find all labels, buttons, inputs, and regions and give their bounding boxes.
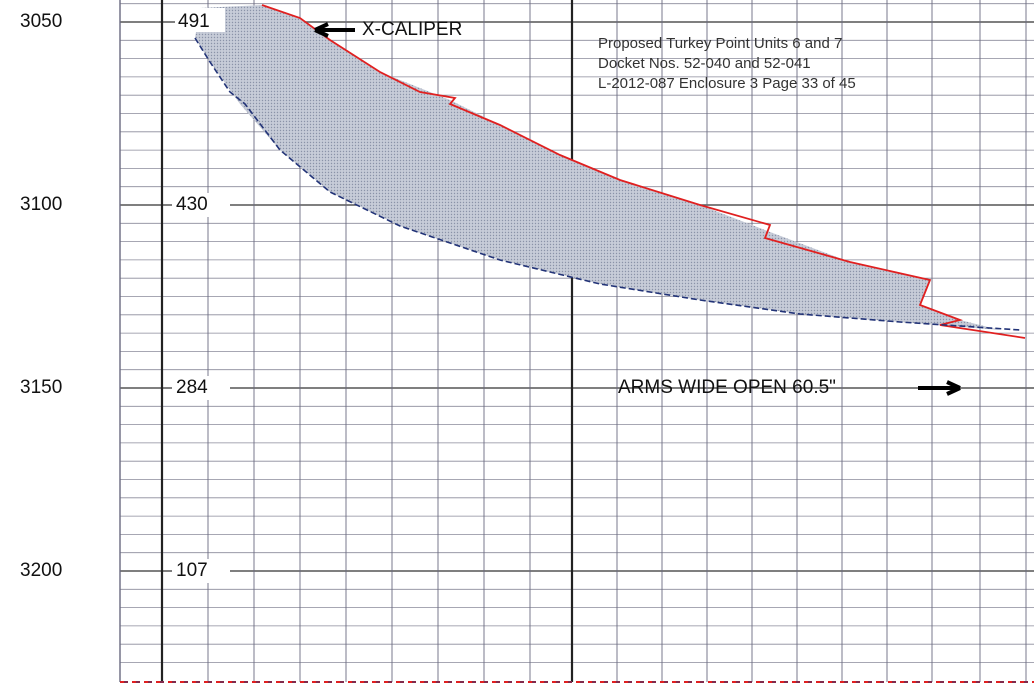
track-label: 284: [176, 377, 208, 398]
caliper-annotation: X-CALIPER: [362, 19, 462, 40]
label-bg: [175, 8, 225, 32]
label-bg: [172, 193, 230, 217]
labels: 3050 3100 3150 3200 430 284 107: [20, 11, 230, 583]
arms-annotation: ARMS WIDE OPEN 60.5": [618, 377, 836, 398]
depth-label: 3100: [20, 194, 62, 215]
depth-label: 3050: [20, 11, 62, 32]
arrow-right: [918, 380, 961, 396]
label-bg: [172, 559, 230, 583]
header-line: L-2012-087 Enclosure 3 Page 33 of 45: [598, 75, 856, 92]
track-label: 491: [178, 11, 210, 32]
track-label: 430: [176, 194, 208, 215]
depth-label: 3200: [20, 560, 62, 581]
header-line: Docket Nos. 52-040 and 52-041: [598, 55, 811, 72]
bit-size-curve: [194, 37, 1021, 331]
caliper-curve: [261, 4, 1026, 339]
header-line: Proposed Turkey Point Units 6 and 7: [598, 35, 842, 52]
arrow-left: [314, 22, 355, 38]
depth-label: 3150: [20, 377, 62, 398]
label-bg: [172, 376, 230, 400]
track-label: 107: [176, 560, 208, 581]
caliper-fill: [195, 5, 1000, 330]
